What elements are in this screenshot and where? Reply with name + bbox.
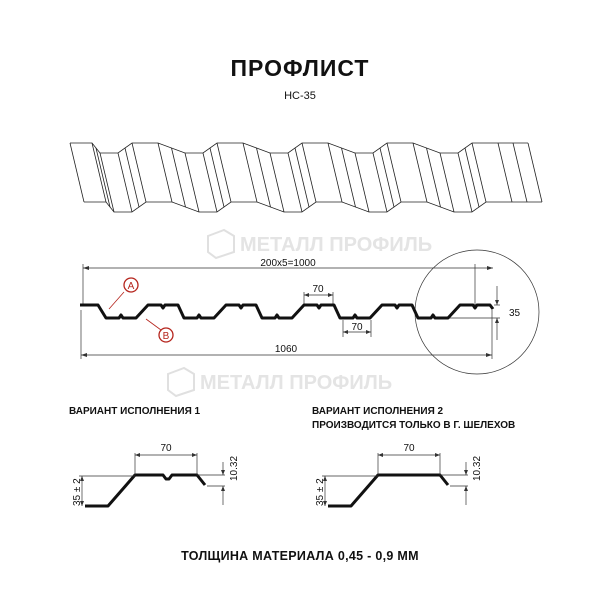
sheet-fold-line [471, 142, 487, 203]
sheet-fold-line [91, 142, 107, 203]
dimension-arrows [80, 453, 225, 506]
sheet-fold-line [372, 152, 388, 213]
watermark: МЕТАЛЛ ПРОФИЛЬ МЕТАЛЛ ПРОФИЛЬ [167, 228, 432, 398]
crest-width-label: 70 [312, 284, 324, 295]
sheet-fold-line [497, 142, 513, 203]
variant-1-detail: 70 10.32 35 ± 2 [72, 443, 240, 508]
marker-b-label: B [163, 331, 170, 342]
variant-width-label: 70 [160, 443, 172, 454]
detail-circle [414, 249, 540, 375]
sheet-fold-line [184, 152, 200, 213]
sheet-rib-line [294, 147, 310, 208]
sheet-bottom-edge [84, 201, 542, 213]
sheet-rib-line [464, 147, 480, 208]
sheet-fold-line [117, 152, 133, 213]
variant-2-caption: ВАРИАНТ ИСПОЛНЕНИЯ 2 [312, 406, 444, 417]
variant-1-caption: ВАРИАНТ ИСПОЛНЕНИЯ 1 [69, 406, 201, 417]
variant-offset-label: 10.32 [229, 456, 240, 481]
variant-2-detail: 70 10.32 35 ± 2 [315, 443, 483, 508]
sheet-fold-line [327, 142, 343, 203]
sheet-rib-line [512, 142, 528, 203]
variant-width-label: 70 [403, 443, 415, 454]
pitch-label: 200х5=1000 [260, 258, 316, 269]
watermark-text-2: МЕТАЛЛ ПРОФИЛЬ [200, 372, 392, 394]
sheet-rib-line [124, 147, 140, 208]
marker-a-label: A [128, 281, 135, 292]
watermark-logo-icon [207, 228, 235, 260]
watermark-text-1: МЕТАЛЛ ПРОФИЛЬ [240, 234, 432, 256]
profile-section: 200х5=1000 1060 70 70 35 A B [80, 249, 540, 375]
page-title: ПРОФЛИСТ [230, 55, 370, 81]
sheet-fold-line [412, 142, 428, 203]
variants: 70 10.32 35 ± 2 70 10.32 35 ± 2 [72, 443, 483, 508]
sheet-fold-line [131, 142, 147, 203]
sheet-fold-line [216, 142, 232, 203]
height-label: 35 [509, 308, 521, 319]
sheet-fold-line [157, 142, 173, 203]
sheet-rib-line [171, 147, 186, 208]
model-subtitle: НС-35 [284, 90, 316, 102]
sheet-fold-line [269, 152, 285, 213]
sheet-fold-line [69, 142, 85, 203]
profile-line [80, 303, 495, 320]
variant-height-label: 35 ± 2 [72, 478, 83, 506]
sheet-fold-line [301, 142, 317, 203]
sheet-fold-line [242, 142, 258, 203]
sheet-3d-view [69, 142, 543, 213]
variant-profile-line [85, 473, 207, 508]
material-thickness: ТОЛЩИНА МАТЕРИАЛА 0,45 - 0,9 ММ [181, 549, 419, 563]
sheet-rib-line [341, 147, 356, 208]
sheet-rib-line [426, 147, 441, 208]
sheet-fold-line [354, 152, 370, 213]
sheet-rib-line [379, 147, 395, 208]
sheet-fold-line [99, 152, 115, 213]
variant-2-note: ПРОИЗВОДИТСЯ ТОЛЬКО В Г. ШЕЛЕХОВ [312, 420, 516, 431]
sheet-rib-line [209, 147, 225, 208]
marker-a: A [108, 277, 139, 310]
sheet-fold-line [386, 142, 402, 203]
variant-offset-label: 10.32 [472, 456, 483, 481]
total-width-label: 1060 [275, 344, 298, 355]
variant-height-label: 35 ± 2 [315, 478, 326, 506]
trough-width-label: 70 [351, 322, 363, 333]
sheet-top-edge [70, 142, 528, 154]
variant-profile-line [328, 473, 450, 508]
sheet-fold-line [439, 152, 455, 213]
sheet-fold-line [202, 152, 218, 213]
sheet-fold-line [527, 142, 543, 203]
sheet-fold-line [287, 152, 303, 213]
sheet-rib-line [95, 147, 111, 208]
watermark-logo-icon [167, 366, 195, 398]
dimension-arrows [323, 453, 468, 506]
sheet-rib-line [256, 147, 271, 208]
marker-b: B [145, 318, 174, 343]
sheet-fold-line [457, 152, 473, 213]
